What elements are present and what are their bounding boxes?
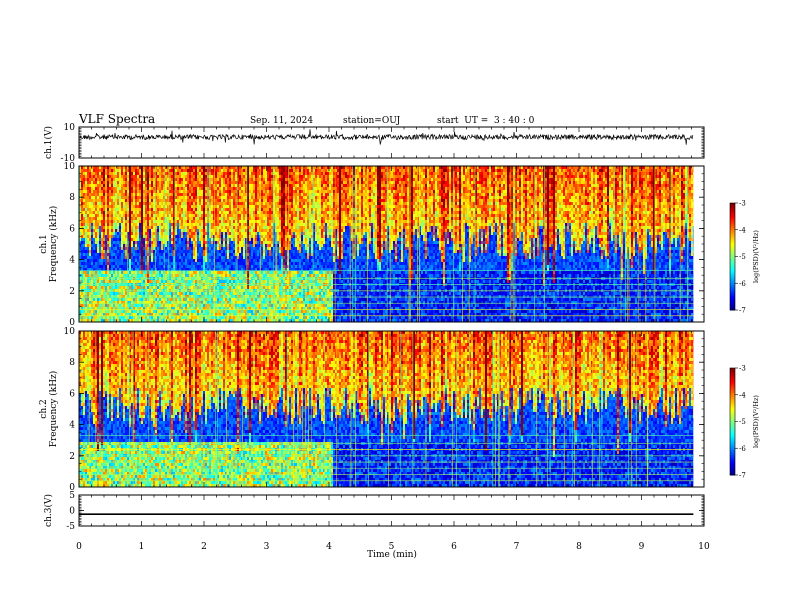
2-ytick-label: 4	[69, 421, 75, 431]
y-axis-label: ch.1(V)	[43, 126, 54, 159]
colorbar-label: log(PSD)(V²/Hz)	[752, 395, 760, 448]
colorbar-tick-label: -7	[739, 307, 746, 315]
2-ytick-label: 6	[69, 389, 75, 399]
station-label: station=OUJ	[343, 116, 401, 126]
colorbar-tick-label: -5	[739, 253, 746, 261]
2-ytick-label: 8	[69, 358, 75, 368]
x-tick-label: 8	[576, 542, 582, 552]
figure-title: VLF Spectra	[78, 112, 155, 126]
1-ytick-label: 10	[64, 162, 76, 172]
x-tick-label: 9	[639, 542, 645, 552]
1-ytick-label: 6	[69, 224, 75, 234]
2-ytick-label: 2	[69, 452, 75, 462]
vlf-spectra-figure: VLF Spectra Sep. 11, 2024 station=OUJ st…	[0, 0, 792, 612]
start-ut-label: start UT = 3 : 40 : 0	[437, 116, 535, 126]
colorbar-tick-label: -3	[739, 200, 746, 208]
1-ytick-label: 8	[69, 193, 75, 203]
x-tick-label: 7	[514, 542, 520, 552]
colorbar-tick-label: -4	[739, 226, 746, 234]
x-tick-label: 10	[698, 542, 710, 552]
colorbar-tick-label: -3	[739, 365, 746, 373]
colorbar-tick-label: -6	[739, 445, 746, 453]
date-label: Sep. 11, 2024	[250, 116, 313, 126]
y-axis-label: ch.3(V)	[43, 494, 54, 527]
x-tick-label: 0	[76, 542, 82, 552]
3-ytick-label: 0	[69, 507, 75, 517]
3-ytick-label: 5	[69, 491, 75, 501]
1-ytick-label: 2	[69, 287, 75, 297]
0-ytick-label: 10	[64, 123, 76, 133]
colorbar-tick-label: -5	[739, 418, 746, 426]
x-tick-label: 2	[201, 542, 207, 552]
x-tick-label: 4	[326, 542, 332, 552]
x-axis-label: Time (min)	[367, 549, 417, 560]
colorbar-label: log(PSD)(V²/Hz)	[752, 230, 760, 283]
2-ytick-label: 10	[64, 327, 76, 337]
colorbar-tick-label: -4	[739, 391, 746, 399]
3-ytick-label: -5	[66, 522, 75, 532]
colorbar-tick-label: -6	[739, 280, 746, 288]
x-tick-label: 3	[264, 542, 270, 552]
1-ytick-label: 4	[69, 256, 75, 266]
colorbar-tick-label: -7	[739, 472, 746, 480]
x-tick-label: 1	[139, 542, 145, 552]
x-tick-label: 6	[451, 542, 457, 552]
